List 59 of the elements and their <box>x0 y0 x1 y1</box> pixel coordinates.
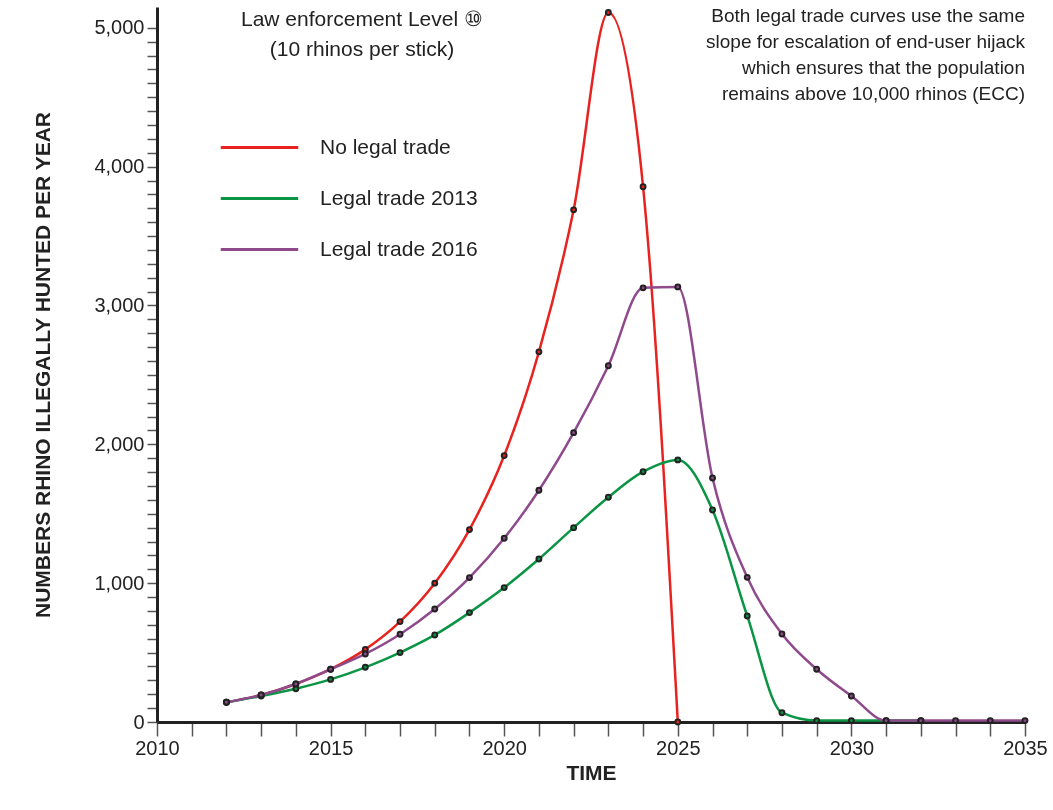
point <box>674 718 682 726</box>
x-tick-label: 2035 <box>1003 736 1048 759</box>
point <box>466 574 473 582</box>
annotation: Both legal trade curves use the same slope for escalation of end-user hijack which ensures that the population remains above 10,000 rhinos (ECC) <box>706 5 1026 104</box>
point <box>639 468 647 476</box>
x-tick-label: 2030 <box>829 736 875 759</box>
x-axis-title: TIME <box>566 760 617 784</box>
annotation: Law enforcement Level ⑩ (10 rhinos per stick) <box>241 7 483 60</box>
x-tick-label: 2025 <box>656 736 701 759</box>
y-tick-label: 4,000 <box>94 155 145 178</box>
point <box>847 692 855 700</box>
point <box>431 605 439 613</box>
point <box>500 452 508 460</box>
point <box>396 649 404 657</box>
point <box>674 283 682 291</box>
point <box>570 206 578 214</box>
point <box>639 183 647 191</box>
point <box>396 630 404 638</box>
point <box>604 493 612 501</box>
point <box>674 456 682 464</box>
legend-label: Legal trade 2013 <box>320 185 478 209</box>
point <box>396 618 404 626</box>
point <box>709 474 716 482</box>
point <box>743 612 751 620</box>
point <box>500 534 508 542</box>
point <box>535 555 543 563</box>
point <box>743 573 751 581</box>
point <box>604 362 612 370</box>
point <box>466 526 473 534</box>
point <box>535 348 543 356</box>
legend-label: Legal trade 2016 <box>320 236 478 260</box>
point <box>570 524 578 532</box>
point <box>361 645 369 653</box>
point <box>778 709 786 717</box>
y-tick-label: 2,000 <box>94 432 145 455</box>
y-tick-label: 1,000 <box>94 571 145 594</box>
point <box>778 630 786 638</box>
y-axis-title: NUMBERS RHINO ILLEGALLY HUNTED PER YEAR <box>31 112 55 618</box>
point <box>1021 717 1029 725</box>
x-tick-label: 2015 <box>308 736 354 759</box>
y-tick-label: 5,000 <box>94 16 145 39</box>
point <box>361 663 369 671</box>
point <box>431 631 439 639</box>
point <box>604 9 612 16</box>
point <box>535 486 543 494</box>
point <box>361 650 369 658</box>
point <box>431 579 439 587</box>
x-tick-label: 2020 <box>482 736 527 759</box>
point <box>466 609 473 617</box>
legend-label: No legal trade <box>320 134 451 158</box>
x-tick-label: 2010 <box>135 736 180 759</box>
y-tick-label: 0 <box>133 710 145 733</box>
point <box>709 506 716 514</box>
point <box>570 429 578 437</box>
point <box>500 584 508 592</box>
y-tick-label: 3,000 <box>94 294 145 316</box>
point <box>639 284 647 292</box>
point <box>327 675 335 683</box>
point <box>813 665 821 673</box>
